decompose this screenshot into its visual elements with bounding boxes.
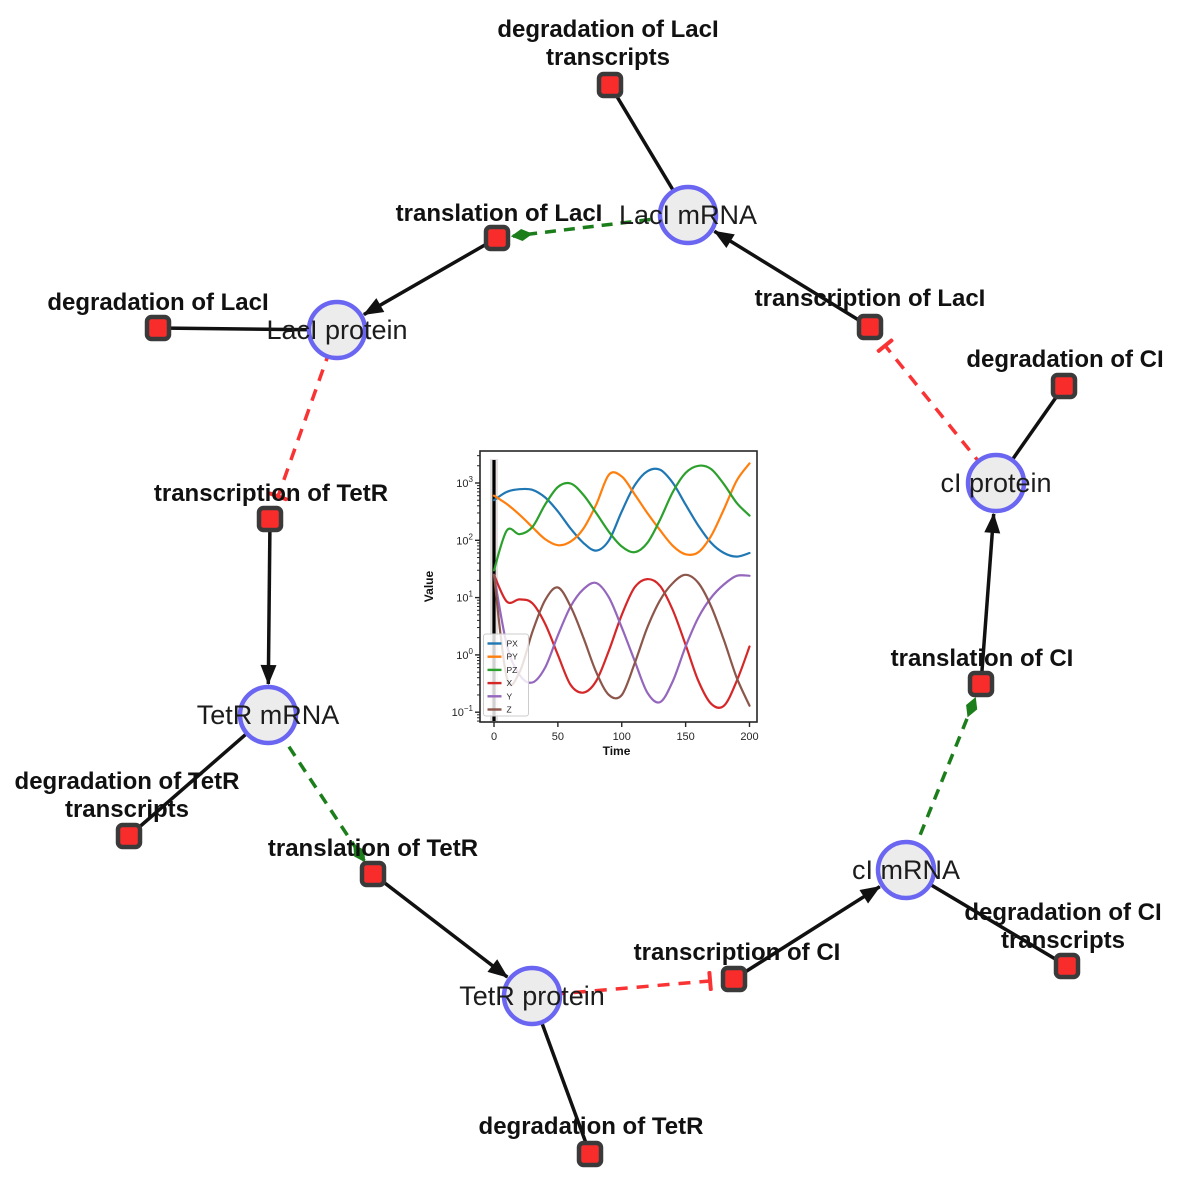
x-tick-label: 0 [491,731,497,743]
reaction-label-txn_lacI: transcription of LacI [755,285,986,312]
x-tick-label: 200 [740,731,758,743]
edge-production-tln_tetR-to-tetR_protein[interactable] [371,872,509,979]
legend-label-PX: PX [507,639,519,649]
x-axis-title: Time [603,744,631,758]
series-line-X [492,573,751,709]
labels-layer: degradation of LacI transcripts translatio… [15,16,1164,1140]
x-tick-label: 50 [552,731,564,743]
reaction-label-deg_lacI_tx: degradation of LacI transcripts [497,16,718,71]
reaction-node-tln_cI[interactable] [967,670,995,698]
reaction-node-deg_cI_tx[interactable] [1053,952,1081,980]
y-axis-title: Value [422,571,436,603]
reaction-node-tln_lacI[interactable] [483,224,511,252]
nodes-layer [115,71,1081,1168]
legend-label-Y: Y [507,691,513,701]
species-label-tetR_mRNA: TetR mRNA [197,700,340,730]
series-line-Y [492,573,751,704]
edge-consumption-tetR_mRNA-to-deg_tetR_tx[interactable] [127,713,270,838]
species-node-lacI_mRNA[interactable] [657,184,719,246]
reaction-label-tln_tetR: translation of TetR [268,835,478,862]
reaction-node-deg_cI[interactable] [1050,372,1078,400]
series-line-Z [492,573,751,707]
species-label-lacI_mRNA: LacI mRNA [619,200,757,230]
y-tick-label: 102 [456,532,473,547]
reaction-label-txn_tetR: transcription of TetR [154,480,388,507]
chart-series [492,462,751,709]
reaction-node-txn_cI[interactable] [720,965,748,993]
reaction-label-deg_lacI: degradation of LacI [47,289,268,316]
edge-production-txn_lacI-to-lacI_mRNA[interactable] [713,229,871,329]
reaction-label-deg_cI_tx: degradation of CI transcripts [964,899,1161,954]
reaction-node-tln_tetR[interactable] [359,860,387,888]
inset-chart: 0 50 100 150 200Time10−1100101102103ValuePXP… [422,450,759,758]
edge-production-tln_lacI-to-lacI_protein[interactable] [363,236,498,317]
reaction-label-deg_tetR_tx: degradation of TetR transcripts [15,768,240,823]
y-tick-label: 10−1 [452,704,474,719]
series-line-PY [492,462,751,556]
y-tick-label: 100 [456,647,473,662]
edge-production-tln_cI-to-cI_protein[interactable] [979,512,1001,685]
species-label-cI_protein: cI protein [940,468,1051,498]
reaction-node-deg_lacI_tx[interactable] [596,71,624,99]
legend-label-Z: Z [507,705,512,715]
species-label-cI_mRNA: cI mRNA [852,855,960,885]
reaction-node-txn_lacI[interactable] [856,313,884,341]
y-tick-label: 101 [456,590,473,605]
reaction-label-deg_cI: degradation of CI [966,346,1163,373]
chart-legend: PX PY PZ XYZ [483,633,529,717]
species-node-tetR_protein[interactable] [501,965,563,1027]
species-node-tetR_mRNA[interactable] [237,684,299,746]
y-tick-label: 103 [456,475,473,490]
reaction-label-tln_lacI: translation of LacI [396,200,603,227]
edge-consumption-cI_mRNA-to-deg_cI_tx[interactable] [905,868,1068,968]
reaction-node-deg_lacI[interactable] [144,314,172,342]
legend-label-X: X [507,678,513,688]
x-tick-label: 150 [676,731,694,743]
reaction-label-txn_cI: transcription of CI [634,939,841,966]
edge-production-txn_tetR-to-tetR_mRNA[interactable] [260,518,277,686]
axes-frame [479,450,758,723]
reaction-node-deg_tetR[interactable] [576,1140,604,1168]
series-line-PZ [492,464,751,572]
legend-label-PY: PY [507,652,519,662]
edge-modifier-cI_mRNA-to-tln_cI[interactable] [904,696,978,871]
reaction-label-deg_tetR: degradation of TetR [479,1113,704,1140]
series-line-PX [492,467,751,558]
species-node-lacI_protein[interactable] [306,299,368,361]
species-label-lacI_protein: LacI protein [266,315,407,345]
edge-production-txn_cI-to-cI_mRNA[interactable] [733,885,881,981]
reaction-label-tln_cI: translation of CI [891,645,1074,672]
legend-label-PZ: PZ [507,665,518,675]
species-node-cI_mRNA[interactable] [875,839,937,901]
x-tick-label: 100 [613,731,631,743]
species-node-cI_protein[interactable] [965,452,1027,514]
species-label-tetR_protein: TetR protein [459,981,605,1011]
reaction-node-deg_tetR_tx[interactable] [115,822,143,850]
reaction-node-txn_tetR[interactable] [256,505,284,533]
